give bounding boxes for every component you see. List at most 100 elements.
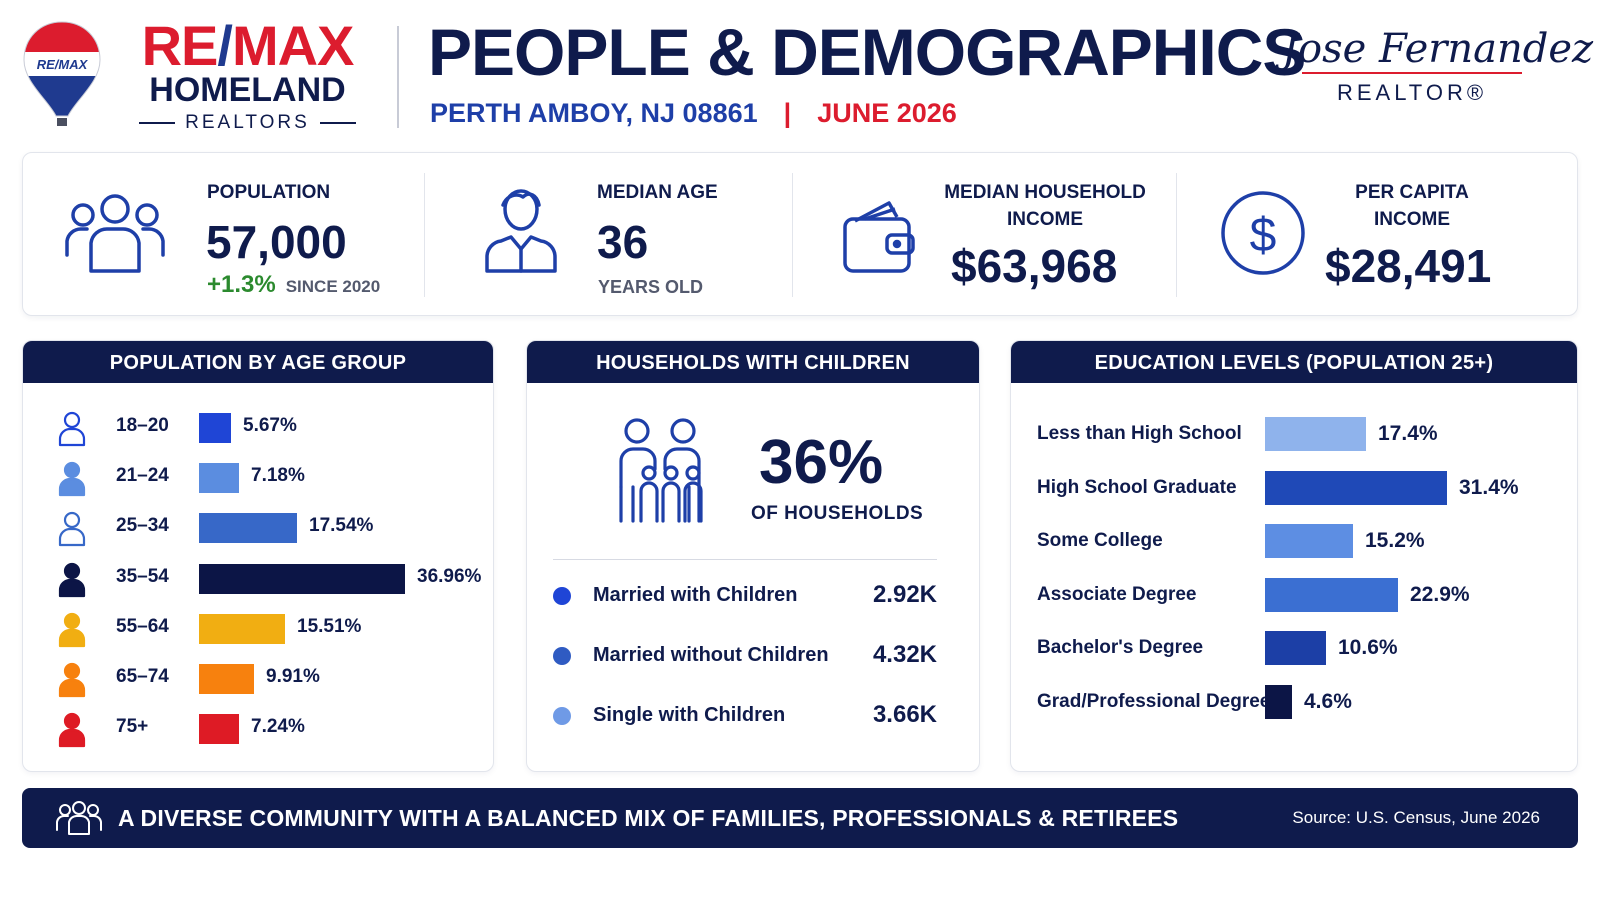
age-value-label: 9.91% bbox=[266, 666, 320, 687]
wallet-icon bbox=[843, 201, 915, 273]
age-row: 65–74 9.91% bbox=[23, 660, 493, 700]
signature-underline bbox=[1302, 72, 1522, 74]
population-value: 57,000 bbox=[206, 216, 347, 268]
page-title: PEOPLE & DEMOGRAPHICS bbox=[428, 15, 1306, 89]
education-bar bbox=[1265, 524, 1353, 558]
education-level-label: Some College bbox=[1037, 530, 1163, 551]
education-row: Some College 15.2% bbox=[1011, 522, 1547, 562]
household-type-row: Single with Children 3.66K bbox=[553, 701, 937, 731]
education-level-label: Associate Degree bbox=[1037, 583, 1197, 605]
education-value-label: 15.2% bbox=[1365, 529, 1425, 552]
age-value-label: 5.67% bbox=[243, 415, 297, 436]
stat-population: POPULATION 57,000 +1.3% SINCE 2020 bbox=[23, 153, 423, 317]
education-row: Bachelor's Degree 10.6% bbox=[1011, 629, 1547, 669]
location-text: PERTH AMBOY, NJ 08861 bbox=[430, 98, 758, 128]
stat-divider bbox=[1176, 173, 1177, 297]
legend-dot bbox=[553, 647, 571, 665]
age-person-icon bbox=[58, 662, 86, 698]
household-type-value: 4.32K bbox=[872, 641, 937, 668]
legend-dot bbox=[553, 587, 571, 605]
education-value-label: 17.4% bbox=[1378, 422, 1438, 445]
households-percent: 36% bbox=[759, 428, 884, 497]
age-bar bbox=[199, 664, 254, 694]
education-bar bbox=[1265, 417, 1366, 451]
legend-dot bbox=[553, 707, 571, 725]
age-bar bbox=[199, 563, 405, 594]
median-age-label: MEDIAN AGE bbox=[597, 182, 718, 203]
household-type-label: Married without Children bbox=[593, 644, 829, 666]
household-type-label: Married with Children bbox=[593, 584, 798, 606]
age-person-icon bbox=[58, 512, 86, 547]
header: RE/MAX RE/MAX HOMELAND REALTORS PEOPLE &… bbox=[0, 0, 1600, 140]
brand-office: HOMELAND bbox=[149, 71, 346, 109]
brand-name: RE/MAX bbox=[141, 14, 355, 77]
education-level-label: High School Graduate bbox=[1037, 476, 1237, 498]
education-value-label: 4.6% bbox=[1304, 689, 1352, 713]
age-bar bbox=[199, 513, 297, 544]
age-value-label: 17.54% bbox=[309, 515, 374, 537]
age-person-icon bbox=[58, 612, 86, 647]
source-citation: Source: U.S. Census, June 2026 bbox=[1292, 808, 1540, 827]
median-age-value: 36 bbox=[597, 216, 649, 268]
age-row: 25–34 17.54% bbox=[23, 509, 493, 549]
brand-tagline: REALTORS bbox=[130, 112, 365, 134]
age-bar bbox=[199, 714, 239, 745]
population-change: +1.3% SINCE 2020 bbox=[207, 271, 381, 298]
key-stats-card: POPULATION 57,000 +1.3% SINCE 2020 MEDIAN… bbox=[22, 152, 1578, 316]
age-person-icon bbox=[58, 462, 86, 497]
age-person-icon bbox=[58, 411, 86, 447]
household-income-label: MEDIAN HOUSEHOLD INCOME bbox=[944, 182, 1146, 230]
stat-median-age: MEDIAN AGE 36 YEARS OLD bbox=[425, 153, 791, 317]
households-divider bbox=[553, 559, 937, 560]
education-level-label: Grad/Professional Degree bbox=[1037, 690, 1271, 712]
education-level-label: Less than High School bbox=[1037, 423, 1242, 444]
age-range-label: 25–34 bbox=[116, 515, 169, 537]
header-divider bbox=[397, 26, 399, 128]
footer-banner: A DIVERSE COMMUNITY WITH A BALANCED MIX … bbox=[22, 788, 1578, 848]
svg-text:$: $ bbox=[1250, 209, 1277, 262]
households-panel: HOUSEHOLDS WITH CHILDREN 36% OF HOUSEHOL… bbox=[526, 340, 980, 772]
household-type-label: Single with Children bbox=[593, 704, 786, 726]
education-row: High School Graduate 31.4% bbox=[1011, 469, 1547, 509]
education-bar bbox=[1265, 470, 1447, 505]
education-row: Grad/Professional Degree 4.6% bbox=[1011, 683, 1547, 723]
age-row: 18–20 5.67% bbox=[23, 409, 493, 449]
age-bar bbox=[199, 613, 285, 644]
education-row: Associate Degree 22.9% bbox=[1011, 576, 1547, 616]
age-bar bbox=[199, 413, 231, 443]
household-income-value: $63,968 bbox=[951, 240, 1118, 292]
agent-signature: Jose Fernandez REALTOR® bbox=[1282, 26, 1594, 106]
dollar-circle-icon: $ bbox=[1221, 191, 1305, 275]
population-label: POPULATION bbox=[207, 182, 331, 203]
age-value-label: 7.18% bbox=[251, 465, 305, 487]
stat-divider bbox=[792, 173, 793, 297]
households-panel-title: HOUSEHOLDS WITH CHILDREN bbox=[527, 341, 979, 383]
people-group-icon bbox=[65, 194, 165, 273]
age-person-icon bbox=[58, 562, 86, 597]
education-bar bbox=[1265, 577, 1398, 612]
age-range-label: 75+ bbox=[116, 716, 149, 738]
age-group-panel: POPULATION BY AGE GROUP 18–20 5.67% 21–24… bbox=[22, 340, 494, 772]
age-row: 75+ 7.24% bbox=[23, 710, 493, 750]
education-panel: EDUCATION LEVELS (POPULATION 25+) Less t… bbox=[1010, 340, 1578, 772]
stat-per-capita-income: $ PER CAPITA INCOME $28,491 bbox=[1177, 153, 1577, 317]
education-bar bbox=[1265, 631, 1326, 665]
agent-name: Jose Fernandez bbox=[1282, 26, 1594, 72]
balloon-label: RE/MAX bbox=[37, 57, 89, 72]
age-range-label: 18–20 bbox=[116, 415, 169, 436]
family-icon bbox=[619, 418, 703, 523]
household-type-row: Married without Children 4.32K bbox=[553, 641, 937, 671]
age-range-label: 35–54 bbox=[116, 565, 169, 587]
age-range-label: 55–64 bbox=[116, 615, 169, 637]
education-level-label: Bachelor's Degree bbox=[1037, 637, 1204, 658]
stat-divider bbox=[424, 173, 425, 297]
age-row: 55–64 15.51% bbox=[23, 610, 493, 650]
age-row: 35–54 36.96% bbox=[23, 560, 493, 600]
community-icon bbox=[56, 801, 102, 835]
per-capita-value: $28,491 bbox=[1325, 240, 1492, 292]
per-capita-label: PER CAPITA INCOME bbox=[1355, 182, 1469, 230]
median-age-unit: YEARS OLD bbox=[598, 277, 704, 297]
person-icon bbox=[485, 189, 557, 273]
footer-message: A DIVERSE COMMUNITY WITH A BALANCED MIX … bbox=[118, 805, 1179, 831]
household-type-value: 3.66K bbox=[872, 701, 937, 728]
